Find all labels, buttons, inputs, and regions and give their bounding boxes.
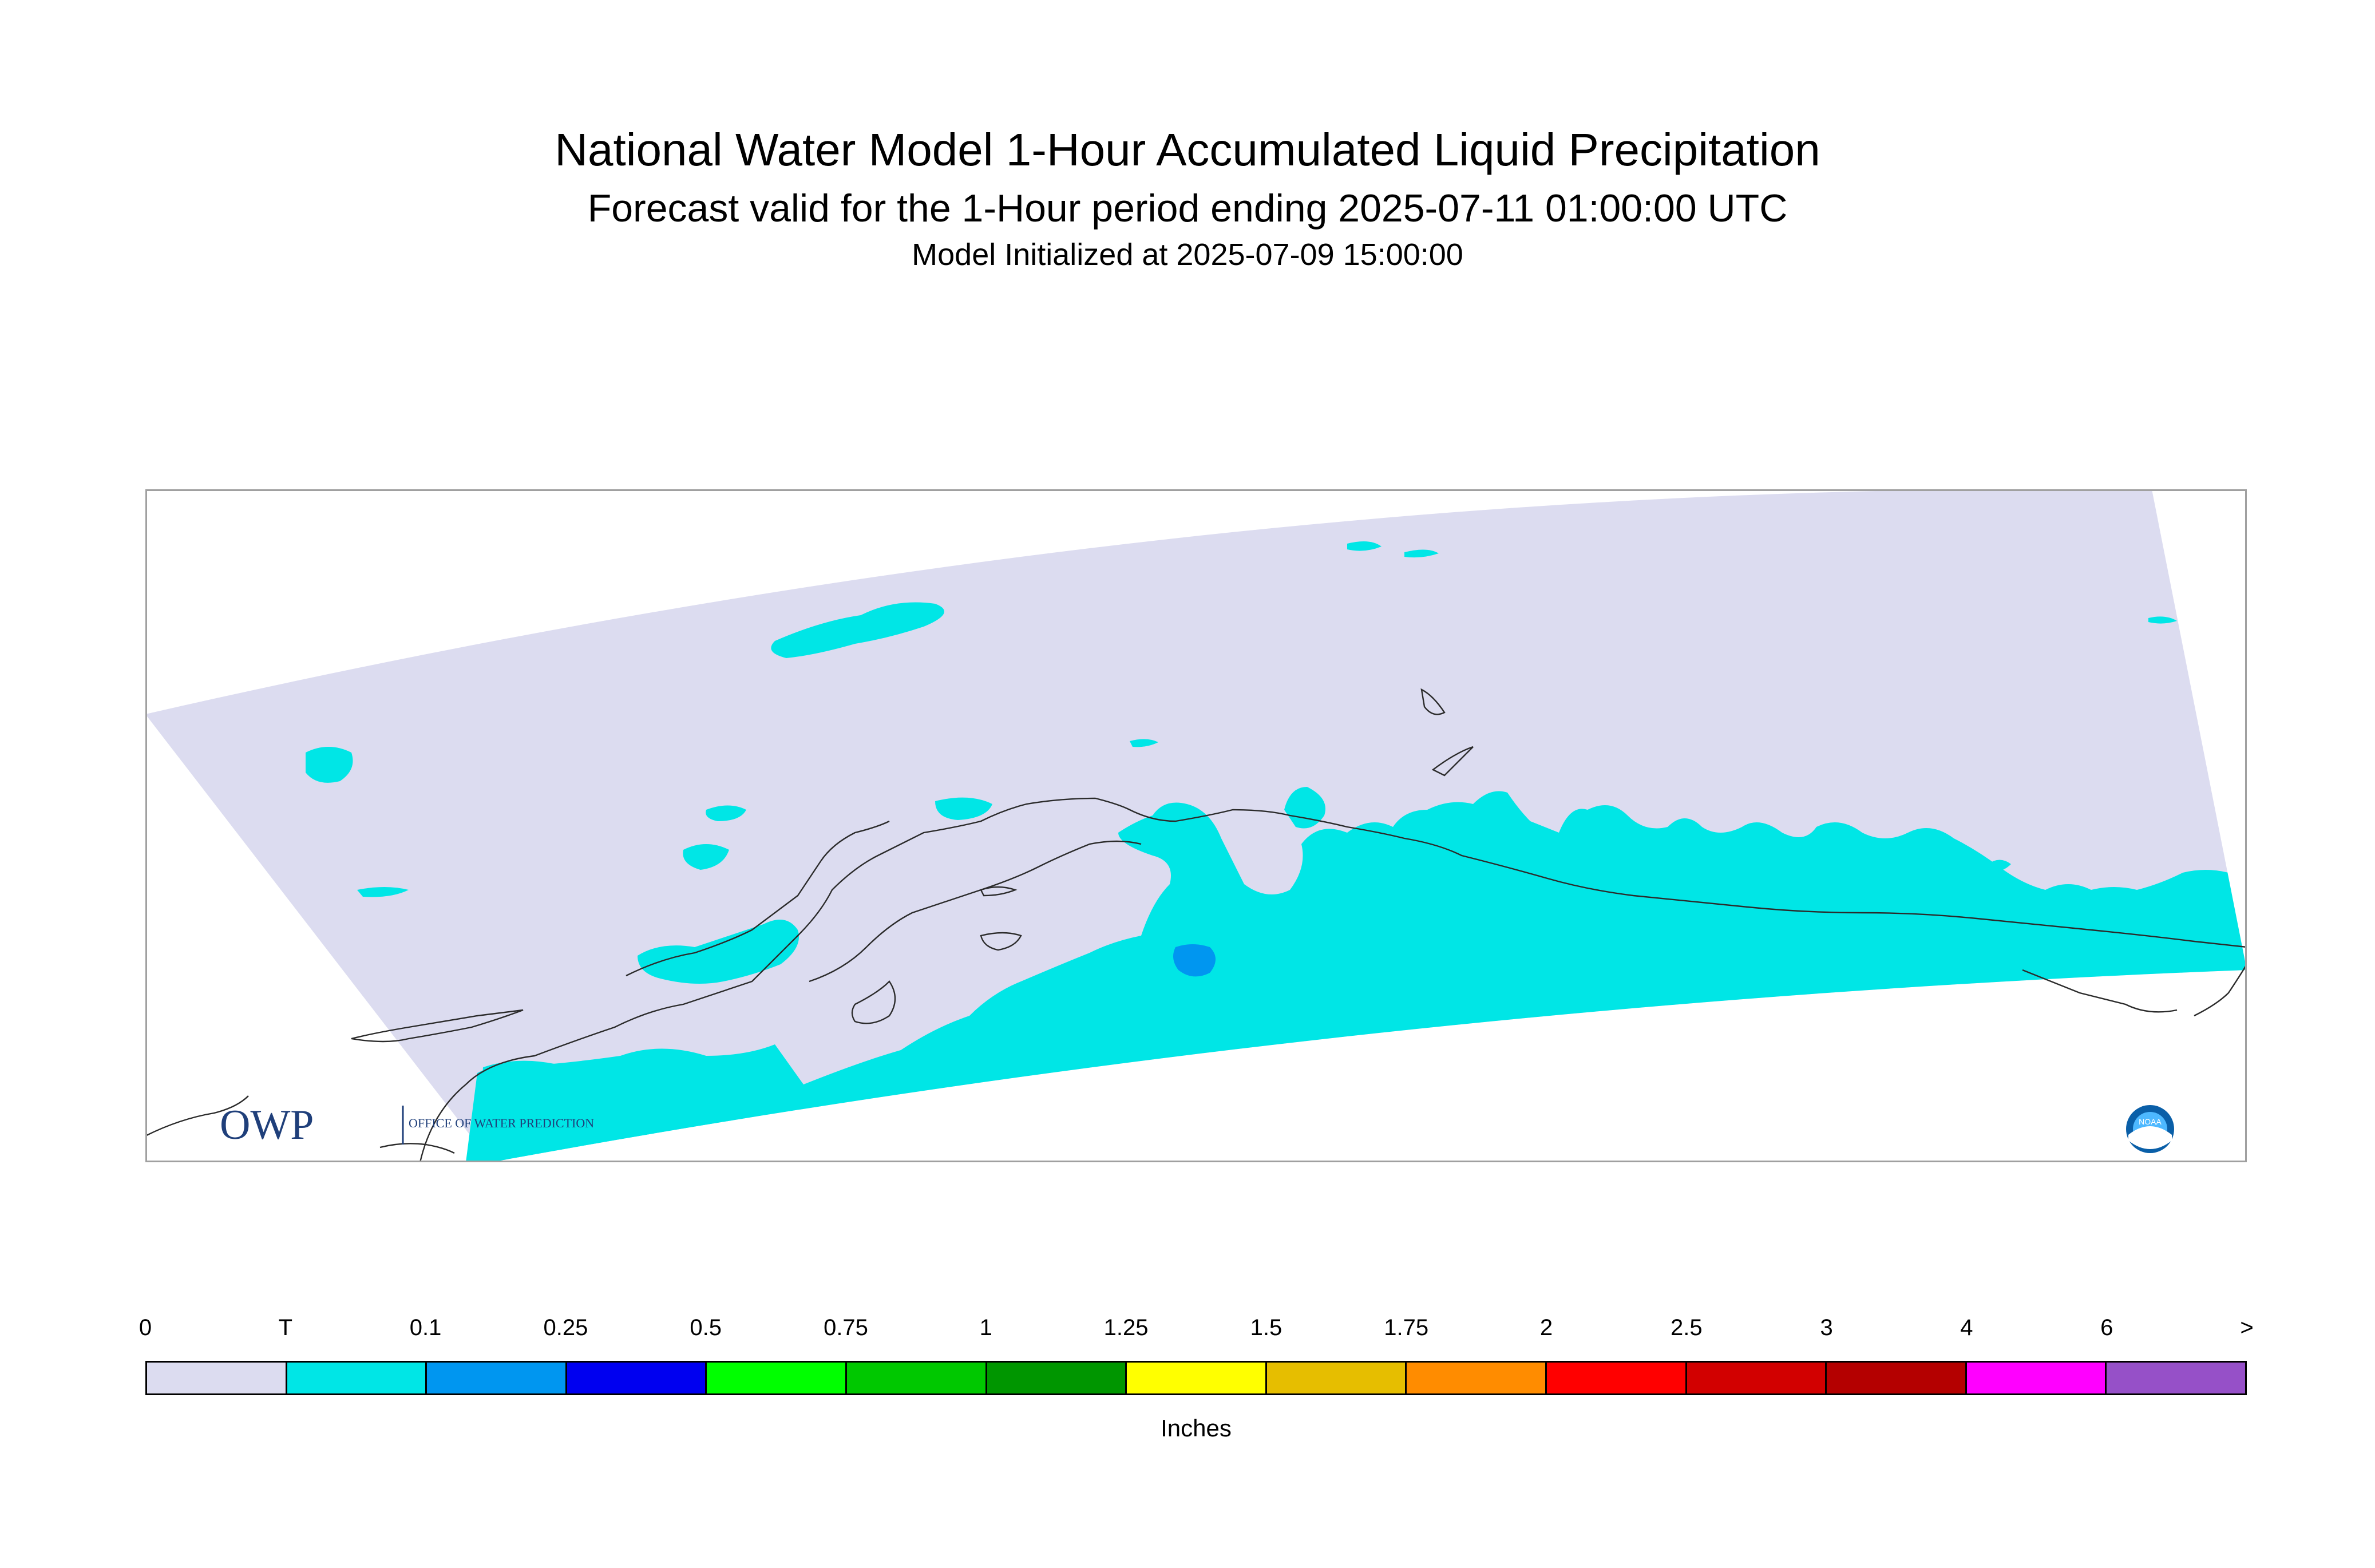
- precipitation-map: OWP OFFICE OF WATER PREDICTION NOAA: [145, 489, 2247, 1162]
- legend-tick-label: 1: [979, 1315, 992, 1340]
- legend-swatch: #b40000: [1827, 1363, 1967, 1393]
- coastline-inner-coast: [809, 840, 1142, 983]
- precip-cell-west-1: [306, 747, 353, 783]
- legend-tick-label: 0.5: [690, 1315, 722, 1340]
- legend-tick-label: 6: [2100, 1315, 2113, 1340]
- legend-swatch: #9650c8: [2107, 1363, 2245, 1393]
- legend-swatch: #00ff00: [707, 1363, 847, 1393]
- coastline-bay-loop: [851, 980, 896, 1024]
- precip-cell-mid-1: [1130, 739, 1158, 747]
- owp-logo-text: OWP: [220, 1102, 314, 1149]
- map-title: National Water Model 1-Hour Accumulated …: [555, 124, 1820, 175]
- coastline-inner-shoreline: [626, 820, 890, 977]
- legend-tick-label: 1.75: [1384, 1315, 1429, 1340]
- coastlines: [145, 688, 2247, 1162]
- coastline-island-ne: [1420, 688, 1446, 715]
- legend-swatch: #e6be00: [1266, 1363, 1407, 1393]
- legend-swatch: #00e6e6: [287, 1363, 428, 1393]
- legend-tick-label: 0.25: [543, 1315, 588, 1340]
- legend-tick-label: 2.5: [1670, 1315, 1703, 1340]
- coastline-lake-2: [980, 886, 1018, 897]
- precip-cell-east-1: [1988, 860, 2011, 872]
- legend-units: Inches: [1161, 1415, 1232, 1442]
- legend-swatch: #ffff00: [1127, 1363, 1267, 1393]
- legend-tick-label: 1.5: [1250, 1315, 1282, 1340]
- owp-logo: OWP OFFICE OF WATER PREDICTION: [220, 1102, 594, 1149]
- legend-tick-label: 0: [138, 1315, 152, 1340]
- precip-cell-north-island: [771, 602, 944, 658]
- legend-tick-label: T: [278, 1315, 293, 1340]
- map-subtitle: Forecast valid for the 1-Hour period end…: [587, 187, 1788, 230]
- coastline-far-east-inlet: [2194, 964, 2247, 1017]
- model-init-time: Model Initialized at 2025-07-09 15:00:00: [912, 237, 1463, 272]
- owp-logo-subtext: OFFICE OF WATER PREDICTION: [409, 1116, 594, 1130]
- legend-swatch: #d20000: [1687, 1363, 1827, 1393]
- legend-tick-label: 0.1: [409, 1315, 442, 1340]
- legend-swatch: #009600: [987, 1363, 1127, 1393]
- coastline-island-ne2: [1431, 746, 1474, 777]
- coastline-southwest-inlet: [145, 1095, 249, 1137]
- legend-swatch: #ff00ff: [1966, 1363, 2107, 1393]
- precip-cell-far-northeast: [1347, 541, 1382, 551]
- coastline-mainland: [419, 797, 2247, 1162]
- legend-tick-label: 0.75: [824, 1315, 868, 1340]
- color-legend: 0 T 0.1 0.25 0.5 0.75 1 1.25 1.5 1.75 2 2.5 3 4 6 > #dc…: [139, 1315, 2254, 1465]
- legend-tick-label: 1.25: [1103, 1315, 1149, 1340]
- legend-swatch: #ff8c00: [1407, 1363, 1547, 1393]
- precip-cell-east-edge: [2148, 616, 2177, 624]
- legend-swatch: #ff0000: [1546, 1363, 1687, 1393]
- legend-swatch: #00c800: [846, 1363, 987, 1393]
- map-frame: [145, 489, 2247, 1162]
- coastline-lake-1: [980, 932, 1022, 951]
- legend-swatch: #0000f0: [567, 1363, 707, 1393]
- noaa-logo: NOAA: [2126, 1105, 2174, 1153]
- coastline-southwest-coast: [379, 1143, 455, 1154]
- precip-area-west-bay: [638, 920, 799, 984]
- precip-cell-west-5: [357, 887, 409, 897]
- precip-cell-west-2: [706, 805, 746, 821]
- legend-tick-label: >: [2240, 1315, 2254, 1340]
- precip-cell-west-4: [683, 844, 729, 870]
- precip-cell-west-3: [935, 797, 992, 820]
- noaa-logo-text: NOAA: [2139, 1117, 2162, 1126]
- legend-tick-label: 2: [1539, 1315, 1553, 1340]
- legend-color-bar: #dcdcf0#00e6e6#0096f0#0000f0#00ff00#00c8…: [145, 1361, 2247, 1395]
- legend-tick-label: 4: [1960, 1315, 1973, 1340]
- precip-light-patch: [1173, 944, 1216, 977]
- precip-area-northeast-bay: [1284, 787, 1325, 829]
- map-svg: OWP OFFICE OF WATER PREDICTION NOAA: [145, 489, 2247, 1162]
- coastline-western-inlet: [351, 1009, 524, 1043]
- legend-tick-label: 3: [1820, 1315, 1833, 1340]
- coastline-east-shore: [2022, 969, 2178, 1013]
- legend-swatch: #dcdcf0: [147, 1363, 287, 1393]
- legend-swatch: #0096f0: [427, 1363, 567, 1393]
- precip-cell-northeast-1: [1404, 549, 1439, 558]
- precip-area-southwest-peninsula: [477, 1060, 733, 1162]
